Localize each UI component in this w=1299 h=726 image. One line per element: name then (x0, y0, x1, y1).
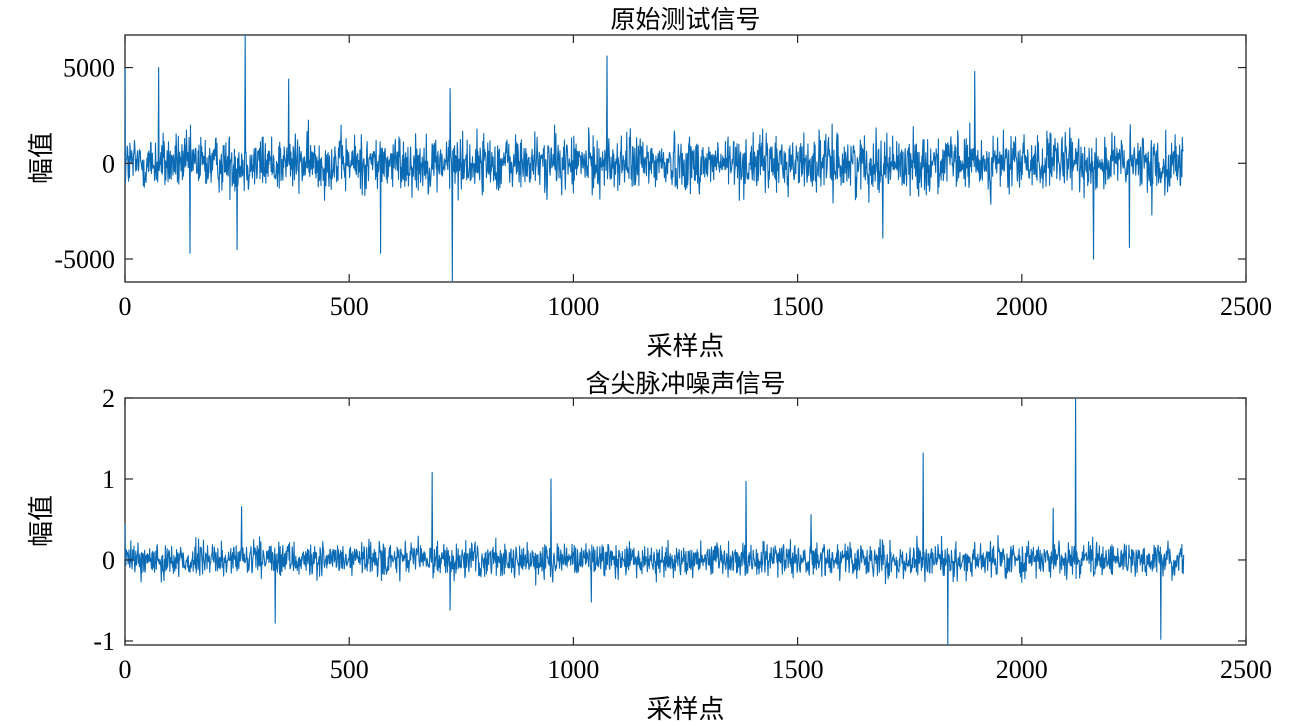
y-tick-label: 1 (102, 465, 115, 494)
y-tick-label: -1 (93, 627, 115, 656)
x-axis-label: 采样点 (646, 695, 724, 725)
x-tick-label: 0 (119, 655, 132, 684)
y-axis: -5000 0 5000 (54, 54, 1246, 274)
x-tick-label: 1500 (772, 292, 824, 321)
y-tick-label: 2 (102, 384, 115, 413)
x-tick-label: 500 (330, 292, 369, 321)
x-axis: 0 500 1000 1500 2000 2500 (119, 35, 1272, 321)
x-tick-label: 1000 (547, 655, 599, 684)
y-tick-label: 0 (102, 546, 115, 575)
x-tick-label: 0 (119, 292, 132, 321)
x-tick-label: 2000 (996, 292, 1048, 321)
chart-title: 含尖脉冲噪声信号 (585, 369, 785, 398)
x-tick-label: 2500 (1220, 655, 1272, 684)
plot-frame (124, 397, 1247, 646)
chart-title: 原始测试信号 (610, 5, 760, 34)
series-line (124, 397, 1185, 646)
x-tick-label: 2000 (996, 655, 1048, 684)
y-tick-label: -5000 (54, 245, 115, 274)
y-tick-label: 5000 (63, 54, 115, 83)
y-axis: -1 0 1 2 (93, 384, 1246, 656)
x-axis-label: 采样点 (646, 332, 724, 362)
x-tick-label: 1500 (772, 655, 824, 684)
x-tick-label: 500 (330, 655, 369, 684)
y-tick-label: 0 (102, 149, 115, 178)
x-tick-label: 2500 (1220, 292, 1272, 321)
y-axis-label: 幅值 (27, 495, 57, 547)
x-tick-label: 1000 (547, 292, 599, 321)
x-axis: 0 500 1000 1500 2000 2500 (119, 398, 1272, 684)
y-axis-label: 幅值 (27, 132, 57, 184)
series-line (124, 34, 1184, 283)
